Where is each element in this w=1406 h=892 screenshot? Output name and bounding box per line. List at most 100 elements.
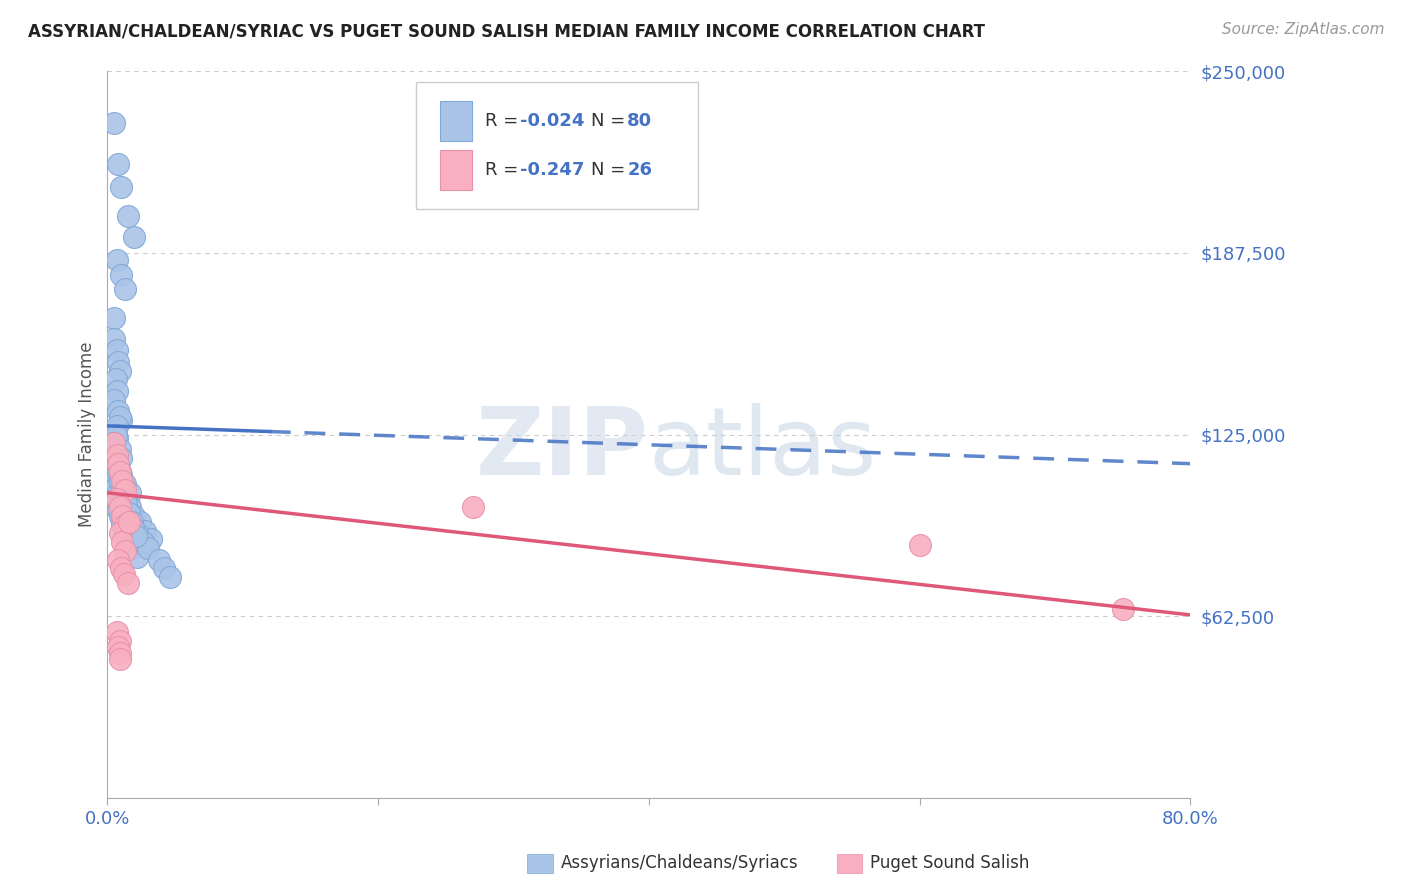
Point: [107, 503, 129, 517]
Point: [110, 450, 132, 465]
Text: R =: R =: [485, 161, 524, 179]
Y-axis label: Median Family Income: Median Family Income: [79, 342, 96, 527]
Point: [107, 466, 129, 480]
Point: [101, 466, 124, 480]
Point: [101, 436, 124, 450]
Point: [111, 535, 134, 549]
Point: [101, 442, 124, 457]
Text: -0.247: -0.247: [520, 161, 585, 179]
Point: [104, 427, 127, 442]
Point: [107, 404, 129, 418]
Point: [104, 480, 127, 494]
Text: ASSYRIAN/CHALDEAN/SYRIAC VS PUGET SOUND SALISH MEDIAN FAMILY INCOME CORRELATION : ASSYRIAN/CHALDEAN/SYRIAC VS PUGET SOUND …: [28, 22, 986, 40]
Point: [127, 526, 149, 541]
Text: Puget Sound Salish: Puget Sound Salish: [870, 855, 1029, 872]
Text: 26: 26: [627, 161, 652, 179]
Point: [108, 410, 131, 425]
Point: [105, 491, 128, 506]
Point: [108, 494, 131, 508]
Point: [107, 459, 129, 474]
Point: [112, 483, 135, 497]
Point: [107, 552, 129, 566]
Point: [1111, 602, 1133, 616]
Point: [108, 466, 131, 480]
Point: [121, 541, 143, 555]
Point: [105, 625, 128, 640]
Text: Assyrians/Chaldeans/Syriacs: Assyrians/Chaldeans/Syriacs: [561, 855, 799, 872]
Text: Source: ZipAtlas.com: Source: ZipAtlas.com: [1222, 22, 1385, 37]
Point: [105, 430, 128, 444]
Text: -0.024: -0.024: [520, 112, 585, 130]
Point: [114, 477, 136, 491]
Point: [461, 500, 484, 515]
Point: [105, 418, 128, 433]
Point: [139, 533, 162, 547]
Point: [105, 459, 128, 474]
Point: [107, 485, 129, 500]
Point: [159, 570, 181, 584]
Point: [124, 230, 146, 244]
Point: [105, 448, 128, 462]
Text: N =: N =: [592, 112, 631, 130]
Point: [110, 474, 132, 488]
Point: [110, 413, 132, 427]
Point: [121, 521, 143, 535]
Point: [122, 521, 145, 535]
Point: [153, 561, 176, 575]
Point: [103, 477, 125, 491]
Point: [114, 282, 136, 296]
Point: [107, 640, 129, 654]
Point: [108, 442, 131, 457]
Point: [114, 483, 136, 497]
Point: [103, 116, 125, 130]
Point: [107, 457, 129, 471]
FancyBboxPatch shape: [440, 151, 472, 190]
Point: [108, 651, 131, 665]
FancyBboxPatch shape: [440, 101, 472, 141]
Point: [114, 544, 136, 558]
Point: [105, 494, 128, 508]
Point: [107, 355, 129, 369]
Point: [103, 392, 125, 407]
Point: [103, 474, 125, 488]
Point: [101, 471, 124, 485]
Point: [134, 524, 156, 538]
Point: [105, 457, 128, 471]
Text: 80: 80: [627, 112, 652, 130]
Point: [117, 210, 139, 224]
Point: [148, 552, 170, 566]
Point: [110, 468, 132, 483]
Point: [112, 491, 135, 506]
Point: [103, 445, 125, 459]
Point: [118, 515, 141, 529]
Point: [111, 483, 134, 497]
Point: [125, 529, 148, 543]
Point: [103, 332, 125, 346]
Point: [908, 538, 931, 552]
FancyBboxPatch shape: [416, 82, 697, 210]
Point: [110, 561, 132, 575]
Point: [111, 517, 134, 532]
Point: [103, 450, 125, 465]
Point: [128, 515, 150, 529]
Point: [111, 474, 134, 488]
Text: N =: N =: [592, 161, 631, 179]
Point: [104, 372, 127, 386]
Point: [121, 515, 143, 529]
Point: [120, 485, 142, 500]
Point: [108, 474, 131, 488]
Point: [115, 497, 138, 511]
Point: [127, 549, 149, 564]
Point: [103, 311, 125, 326]
Point: [131, 535, 153, 549]
Point: [117, 512, 139, 526]
Point: [117, 533, 139, 547]
Point: [118, 506, 141, 520]
Point: [105, 343, 128, 358]
Point: [108, 363, 131, 377]
Point: [104, 485, 127, 500]
Point: [111, 503, 134, 517]
Point: [105, 253, 128, 268]
Point: [108, 509, 131, 524]
Text: R =: R =: [485, 112, 524, 130]
